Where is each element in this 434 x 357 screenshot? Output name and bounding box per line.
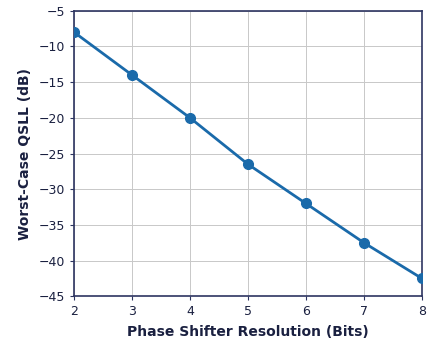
X-axis label: Phase Shifter Resolution (Bits): Phase Shifter Resolution (Bits) <box>127 325 368 339</box>
Y-axis label: Worst-Case QSLL (dB): Worst-Case QSLL (dB) <box>17 67 32 240</box>
